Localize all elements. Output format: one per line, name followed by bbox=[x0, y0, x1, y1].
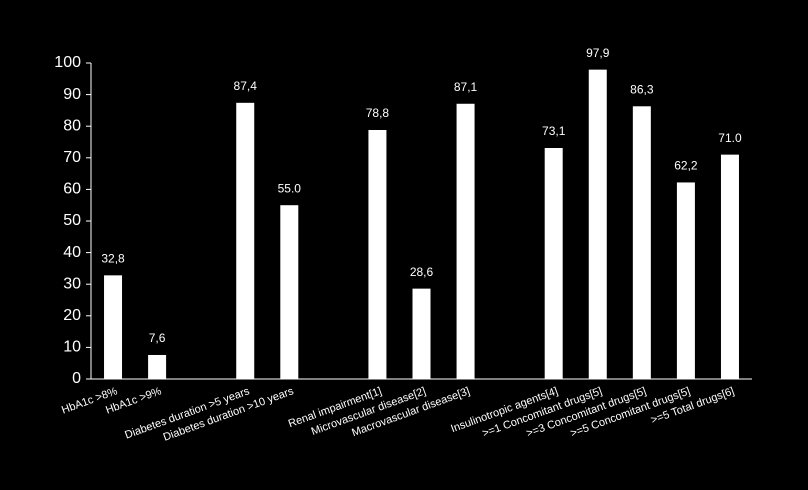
bar bbox=[676, 182, 695, 379]
value-label: 71.0 bbox=[718, 131, 742, 145]
bar bbox=[280, 205, 299, 379]
value-label: 28,6 bbox=[410, 265, 434, 279]
y-tick-label: 40 bbox=[63, 244, 81, 261]
y-tick-label: 0 bbox=[72, 370, 81, 387]
value-label: 87,1 bbox=[454, 80, 478, 94]
bar bbox=[104, 275, 123, 379]
y-tick-label: 70 bbox=[63, 149, 81, 166]
bar bbox=[148, 354, 167, 379]
bar bbox=[632, 106, 651, 380]
bar bbox=[368, 129, 387, 379]
value-label: 86,3 bbox=[630, 82, 654, 96]
bar bbox=[456, 103, 475, 379]
y-tick-label: 10 bbox=[63, 339, 81, 356]
value-label: 97,9 bbox=[586, 46, 610, 60]
bar bbox=[544, 148, 563, 379]
y-tick-label: 50 bbox=[63, 212, 81, 229]
value-label: 87,4 bbox=[234, 79, 258, 93]
y-tick-label: 60 bbox=[63, 181, 81, 198]
bar bbox=[588, 69, 607, 380]
y-tick-label: 100 bbox=[54, 54, 81, 71]
value-label: 78,8 bbox=[366, 106, 390, 120]
value-label: 55.0 bbox=[278, 181, 302, 195]
y-tick-label: 80 bbox=[63, 117, 81, 134]
bar bbox=[720, 154, 739, 379]
value-label: 7,6 bbox=[149, 331, 166, 345]
y-tick-label: 90 bbox=[63, 86, 81, 103]
value-label: 73,1 bbox=[542, 124, 566, 138]
value-label: 62,2 bbox=[674, 159, 698, 173]
bar bbox=[412, 288, 431, 379]
value-label: 32,8 bbox=[101, 252, 125, 266]
bar bbox=[236, 102, 255, 379]
y-tick-label: 30 bbox=[63, 275, 81, 292]
y-tick-label: 20 bbox=[63, 307, 81, 324]
